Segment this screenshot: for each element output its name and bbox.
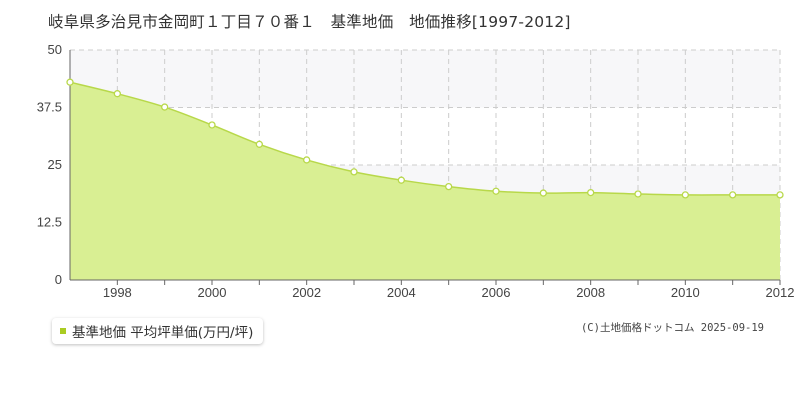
y-tick-label: 37.5 bbox=[37, 100, 62, 115]
x-tick-label: 2000 bbox=[198, 285, 227, 300]
data-point bbox=[587, 188, 595, 197]
data-point bbox=[161, 103, 169, 111]
data-point bbox=[539, 189, 547, 197]
y-tick-label: 50 bbox=[48, 42, 62, 57]
x-tick-label: 1998 bbox=[103, 285, 132, 300]
data-point bbox=[492, 187, 500, 195]
series-area bbox=[70, 82, 780, 280]
y-tick-label: 0 bbox=[55, 272, 62, 287]
data-point bbox=[776, 191, 784, 199]
x-tick-label: 2012 bbox=[766, 285, 795, 300]
y-tick-label: 12.5 bbox=[37, 215, 62, 230]
copyright-credit: (C)土地価格ドットコム 2025-09-19 bbox=[580, 322, 764, 334]
data-point bbox=[350, 168, 358, 176]
legend-label: 基準地価 平均坪単価(万円/坪) bbox=[72, 325, 254, 341]
x-tick-label: 2006 bbox=[482, 285, 511, 300]
data-point bbox=[681, 191, 689, 199]
data-point bbox=[66, 78, 74, 86]
x-tick-label: 2004 bbox=[387, 285, 416, 300]
data-point bbox=[113, 90, 121, 98]
data-point bbox=[634, 190, 642, 198]
data-point bbox=[208, 121, 216, 129]
data-point bbox=[255, 140, 263, 148]
page-title: 岐阜県多治見市金岡町１丁目７０番１ 基準地価 地価推移[1997-2012] bbox=[48, 13, 571, 31]
legend-swatch bbox=[60, 328, 66, 334]
legend: 基準地価 平均坪単価(万円/坪) bbox=[52, 318, 264, 344]
data-point bbox=[303, 156, 311, 164]
x-tick-label: 2010 bbox=[671, 285, 700, 300]
grid-band bbox=[70, 50, 780, 108]
y-tick-label: 25 bbox=[48, 157, 62, 172]
x-tick-label: 2002 bbox=[292, 285, 321, 300]
data-point bbox=[397, 176, 405, 184]
data-point bbox=[729, 191, 737, 199]
x-tick-label: 2008 bbox=[576, 285, 605, 300]
data-point bbox=[445, 182, 453, 191]
series-line bbox=[69, 81, 780, 196]
